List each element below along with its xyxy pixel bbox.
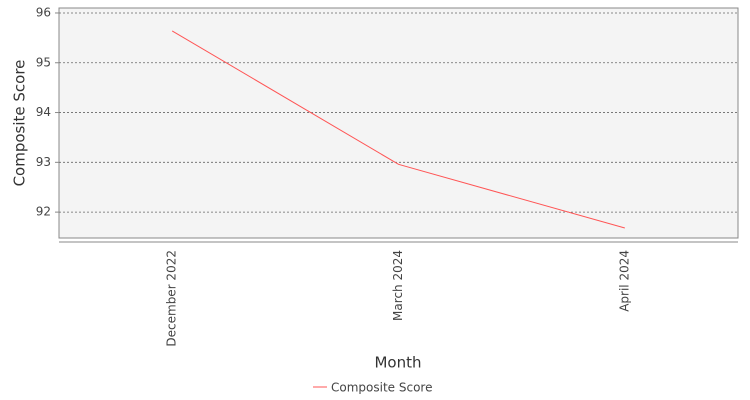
x-tick-label: April 2024 (617, 250, 631, 312)
x-tick-label: December 2022 (165, 250, 179, 347)
data-line (171, 30, 625, 229)
y-tick-label: 96 (36, 5, 51, 19)
y-tick-label: 95 (36, 55, 51, 69)
y-tick-label: 93 (36, 155, 51, 169)
y-axis-title: Composite Score (11, 60, 29, 187)
y-tick-label: 94 (36, 105, 51, 119)
x-tick-label: March 2024 (391, 250, 405, 321)
legend-label: Composite Score (331, 381, 432, 395)
plot-area (58, 7, 739, 239)
x-axis-title: Month (374, 354, 421, 372)
y-tick-label: 92 (36, 205, 51, 219)
